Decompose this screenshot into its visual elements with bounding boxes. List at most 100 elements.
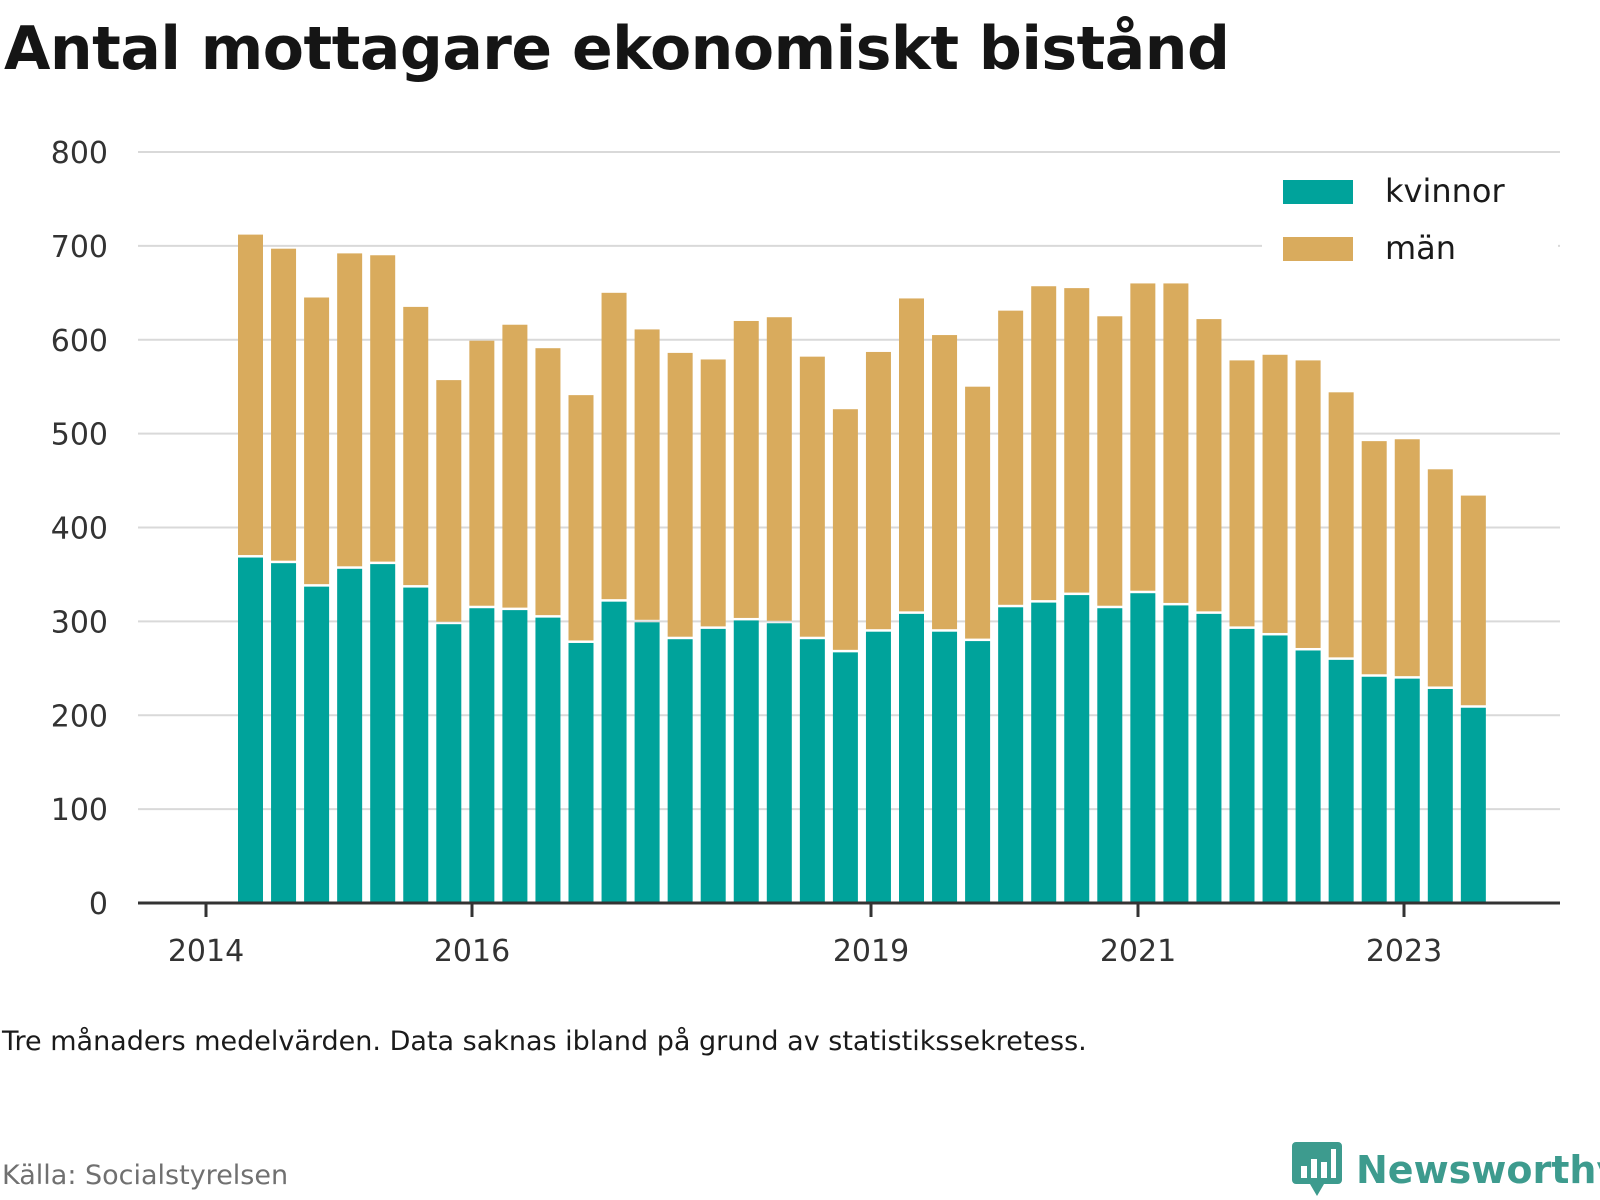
bar-män (601, 292, 627, 600)
legend-swatch-kvinnor (1283, 180, 1353, 204)
y-tick-label: 600 (51, 324, 108, 359)
bar-män (1328, 392, 1354, 658)
bar-kvinnor (1295, 650, 1321, 903)
x-tick-label: 2016 (434, 934, 510, 969)
bar-kvinnor (1262, 635, 1288, 903)
bar-kvinnor (304, 586, 330, 903)
y-tick-label: 800 (51, 136, 108, 171)
legend-label-kvinnor: kvinnor (1385, 172, 1506, 210)
bar-män (469, 340, 495, 606)
bar-män (865, 351, 891, 630)
bar-män (667, 352, 693, 637)
bar-kvinnor (1031, 602, 1057, 903)
y-tick-label: 0 (89, 887, 108, 922)
bar-kvinnor (932, 631, 958, 903)
bar-kvinnor (436, 624, 462, 903)
bar-kvinnor (337, 568, 363, 903)
bar-kvinnor (403, 587, 429, 903)
x-tick-label: 2023 (1366, 934, 1442, 969)
bar-män (899, 298, 924, 612)
bar-män (998, 310, 1024, 605)
bar-kvinnor (1097, 608, 1123, 903)
bar-män (1196, 319, 1222, 612)
bars (238, 234, 1486, 903)
chart-title: Antal mottagare ekonomiskt bistånd (4, 14, 1230, 84)
bar-män (1163, 283, 1189, 603)
bar-kvinnor (601, 601, 627, 903)
bar-män (1295, 360, 1321, 648)
x-axis-ticks: 2014 2016 2019 2021 2023 (168, 903, 1442, 969)
bar-män (965, 386, 991, 639)
bar-män (568, 395, 594, 641)
bar-män (932, 335, 958, 630)
bar-män (238, 234, 263, 556)
bar-kvinnor (1361, 676, 1387, 903)
bar-kvinnor (1196, 613, 1222, 903)
chart-note: Tre månaders medelvärden. Data saknas ib… (2, 1026, 1087, 1057)
bar-kvinnor (1163, 605, 1189, 903)
bar-kvinnor (832, 652, 858, 903)
y-tick-label: 300 (51, 605, 108, 640)
bar-män (271, 248, 297, 561)
y-tick-label: 200 (51, 699, 108, 734)
bar-män (832, 409, 858, 650)
bar-män (766, 317, 792, 621)
bar-kvinnor (1328, 659, 1354, 903)
bar-kvinnor (535, 617, 561, 903)
y-tick-label: 700 (51, 230, 108, 265)
brand-name: Newsworthy (1356, 1148, 1600, 1192)
legend: kvinnor män (1262, 168, 1558, 280)
bar-män (370, 255, 396, 562)
bar-män (1031, 286, 1057, 601)
bar-män (1064, 288, 1090, 593)
bar-män (1229, 360, 1255, 627)
bar-män (436, 380, 462, 622)
bar-män (535, 348, 561, 616)
bar-kvinnor (568, 642, 594, 903)
x-tick-label: 2021 (1100, 934, 1176, 969)
bar-män (799, 356, 825, 637)
bar-kvinnor (865, 631, 891, 903)
bar-män (1097, 316, 1123, 606)
bar-män (1130, 283, 1156, 591)
bar-män (700, 359, 726, 627)
y-axis-tick-labels: 0 100 200 300 400 500 600 700 800 (51, 136, 108, 922)
x-tick-label: 2019 (833, 934, 909, 969)
bar-kvinnor (1394, 678, 1420, 903)
bar-kvinnor (502, 610, 528, 903)
bar-kvinnor (965, 641, 991, 903)
bar-män (1394, 439, 1420, 677)
bar-kvinnor (733, 620, 759, 903)
bar-kvinnor (634, 622, 660, 903)
bar-kvinnor (667, 639, 693, 903)
bar-kvinnor (1427, 688, 1453, 903)
bar-män (1361, 441, 1387, 675)
bar-män (337, 253, 363, 567)
bar-kvinnor (469, 608, 495, 903)
bar-kvinnor (1130, 593, 1156, 903)
bar-kvinnor (1460, 707, 1486, 903)
bar-män (304, 297, 330, 585)
bar-män (733, 320, 759, 618)
bar-kvinnor (766, 623, 792, 903)
bar-män (502, 324, 528, 608)
x-tick-label: 2014 (168, 934, 244, 969)
y-tick-label: 400 (51, 512, 108, 547)
legend-label-män: män (1385, 229, 1456, 267)
bar-kvinnor (799, 639, 825, 903)
bar-kvinnor (370, 564, 396, 903)
bar-män (1262, 354, 1288, 633)
bar-kvinnor (1229, 628, 1255, 903)
y-tick-label: 100 (51, 793, 108, 828)
legend-swatch-män (1283, 237, 1353, 261)
source-label: Källa: Socialstyrelsen (2, 1160, 289, 1191)
bar-män (1460, 495, 1486, 706)
y-tick-label: 500 (51, 418, 108, 453)
bar-chart-speech-bubble-icon (1292, 1142, 1342, 1196)
bar-män (403, 306, 429, 586)
bar-kvinnor (1064, 595, 1090, 903)
bar-kvinnor (998, 607, 1024, 903)
bar-män (634, 329, 660, 620)
bar-kvinnor (238, 557, 263, 903)
